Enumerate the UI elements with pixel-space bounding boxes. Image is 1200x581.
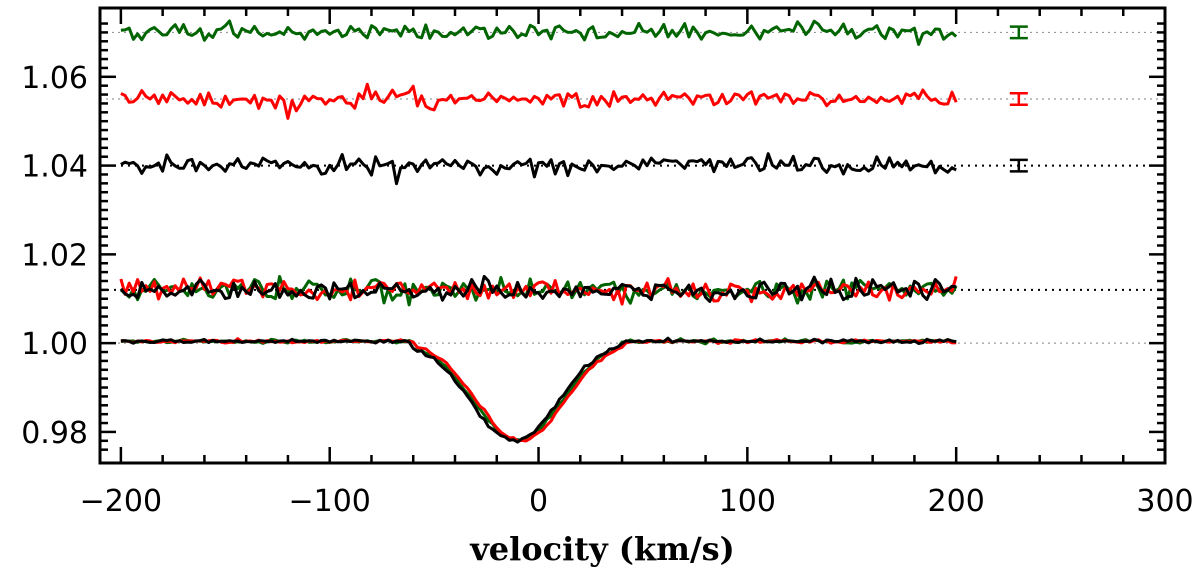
- x-tick-label: −100: [289, 484, 371, 519]
- y-tick-label: 1.04: [21, 150, 88, 185]
- errorbar-red: [1009, 91, 1028, 107]
- series-stokes-red: [120, 82, 958, 120]
- errorbar-black: [1009, 158, 1028, 173]
- series-stokes-black: [120, 152, 957, 186]
- x-tick-label: 100: [719, 484, 776, 519]
- y-tick-label: 0.98: [21, 416, 88, 451]
- series-lines: [119, 19, 958, 444]
- axis-ticks: [100, 8, 1167, 463]
- series-profile-black: [120, 336, 957, 444]
- x-tick-label: 200: [928, 484, 985, 519]
- x-tick-labels: −200 −100 0 100 200 300: [80, 484, 1194, 519]
- x-tick-label: 0: [529, 484, 548, 519]
- y-tick-label: 1.06: [21, 61, 88, 96]
- y-tick-labels: 0.98 1.00 1.02 1.04 1.06: [21, 61, 88, 451]
- errorbar-green: [1009, 25, 1028, 40]
- y-tick-label: 1.00: [21, 327, 88, 362]
- plot-frame: [98, 6, 1167, 465]
- y-tick-label: 1.02: [21, 238, 88, 273]
- series-stokes-green: [120, 19, 958, 46]
- x-axis-title: velocity (km/s): [469, 530, 735, 568]
- x-tick-label: −200: [80, 484, 162, 519]
- series-residual-black: [119, 274, 957, 303]
- x-tick-label: 300: [1136, 484, 1193, 519]
- error-bars: [1009, 25, 1028, 173]
